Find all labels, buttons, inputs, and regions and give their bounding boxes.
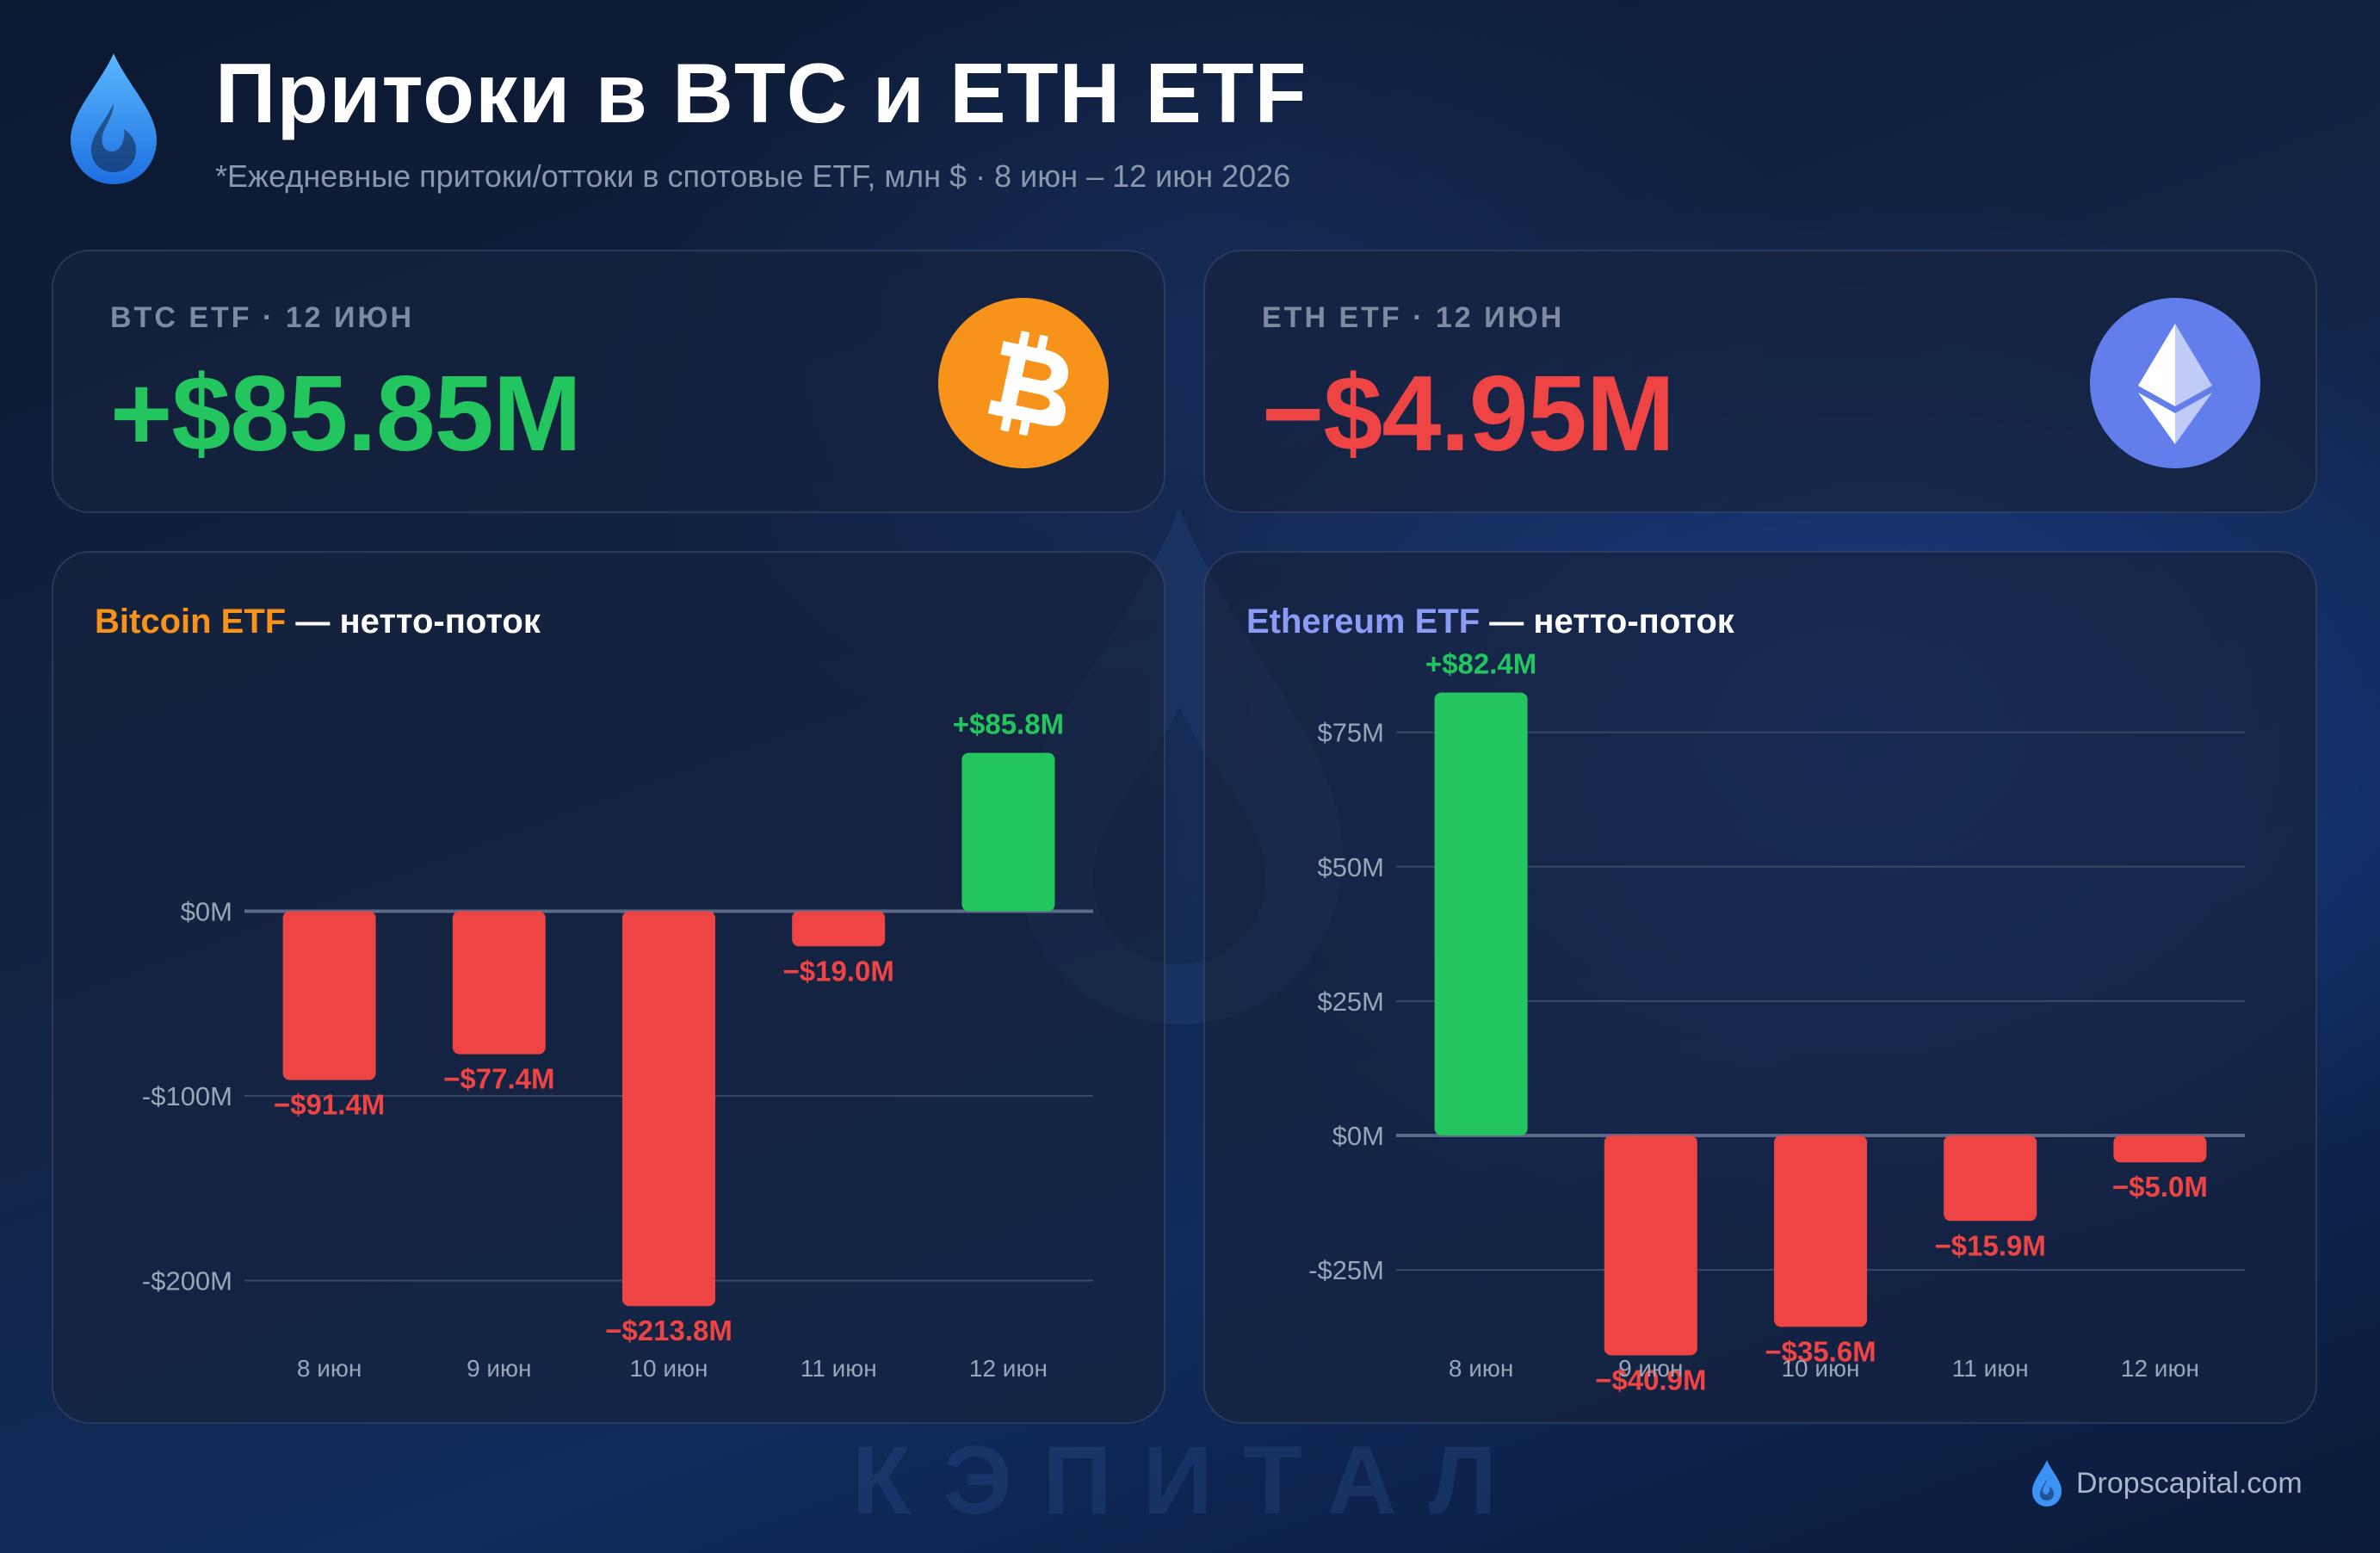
kpi-card-eth: ETH ETF · 12 ИЮН −$4.95M	[1203, 250, 2317, 513]
y-tick-label: $0M	[1332, 1121, 1384, 1151]
x-tick-label: 9 июн	[467, 1355, 531, 1382]
chart-card-btc: Bitcoin ETF — нетто-поток $0M -$100M -$200…	[52, 551, 1165, 1424]
x-tick-label: 8 июн	[1449, 1355, 1513, 1382]
chart-title-rest: — нетто-поток	[1480, 603, 1734, 640]
chart-title-accent: Ethereum ETF	[1246, 603, 1481, 640]
drop-logo-icon	[2032, 1460, 2062, 1507]
kpi-card-btc: BTC ETF · 12 ИЮН +$85.85M	[52, 250, 1165, 513]
y-tick-label: -$25M	[1308, 1255, 1384, 1285]
data-label: +$85.8M	[953, 708, 1064, 739]
x-tick-label: 9 июн	[1618, 1355, 1683, 1382]
x-tick-label: 11 июн	[1952, 1355, 2029, 1382]
chart-title-eth: Ethereum ETF — нетто-поток	[1246, 603, 1734, 641]
chart-card-eth: Ethereum ETF — нетто-поток $75M $50M $25M $…	[1203, 551, 2317, 1424]
bar	[961, 752, 1055, 912]
watermark-text: КЭПИТАЛ	[852, 1426, 1528, 1534]
data-label: −$19.0M	[783, 955, 894, 987]
y-tick-label: $0M	[181, 897, 232, 927]
y-tick-label: $25M	[1317, 987, 1384, 1017]
chart-title-accent: Bitcoin ETF	[95, 603, 287, 640]
data-label: +$82.4M	[1425, 647, 1536, 679]
kpi-label-btc: BTC ETF · 12 ИЮН	[110, 301, 415, 334]
data-label: −$77.4M	[443, 1063, 554, 1095]
bar	[1774, 1135, 1867, 1327]
footer-link[interactable]: Dropscapital.com	[2076, 1466, 2303, 1500]
data-label: −$5.0M	[2112, 1171, 2208, 1203]
chart-title-rest: — нетто-поток	[286, 603, 541, 640]
page-subtitle: *Ежедневные притоки/оттоки в спотовые ET…	[215, 158, 1291, 194]
bar	[622, 911, 715, 1307]
x-tick-label: 8 июн	[297, 1355, 362, 1382]
kpi-label-eth: ETH ETF · 12 ИЮН	[1262, 301, 1565, 334]
bar	[1944, 1135, 2037, 1222]
x-tick-label: 12 июн	[969, 1355, 1048, 1382]
data-label: −$213.8M	[605, 1315, 733, 1346]
x-tick-label: 11 июн	[801, 1355, 877, 1382]
ethereum-icon	[2090, 298, 2260, 468]
bar	[452, 911, 546, 1055]
y-tick-label: -$100M	[142, 1081, 232, 1111]
footer: Dropscapital.com	[2030, 1458, 2303, 1508]
y-tick-label: $50M	[1317, 852, 1384, 882]
bar	[2113, 1135, 2207, 1163]
data-label: −$40.9M	[1595, 1364, 1706, 1395]
y-tick-label: -$200M	[142, 1266, 232, 1296]
data-label: −$91.4M	[274, 1089, 385, 1121]
x-tick-label: 10 июн	[1781, 1355, 1859, 1382]
data-label: −$15.9M	[1935, 1229, 2046, 1261]
y-tick-label: $75M	[1317, 718, 1384, 748]
x-tick-label: 10 июн	[629, 1355, 708, 1382]
btc-bar-chart: $0M -$100M -$200M −$91.4M 8 июн −$77.4M 9 июн −…	[142, 708, 1093, 1382]
x-tick-label: 12 июн	[2121, 1355, 2199, 1382]
data-label: −$35.6M	[1765, 1335, 1876, 1367]
kpi-value-btc: +$85.85M	[110, 355, 582, 473]
page-title: Притоки в BTC и ETH ETF	[215, 46, 1307, 140]
bar	[282, 911, 376, 1080]
eth-bar-chart: $75M $50M $25M $0M -$25M +$82.4M 8 июн −$40.9M9…	[1308, 647, 2245, 1395]
bitcoin-icon	[938, 298, 1109, 468]
kpi-value-eth: −$4.95M	[1262, 355, 1675, 473]
bar	[1604, 1135, 1697, 1356]
bar	[1434, 692, 1528, 1135]
drop-logo-icon	[71, 53, 157, 184]
bar	[792, 911, 886, 947]
chart-title-btc: Bitcoin ETF — нетто-поток	[95, 603, 541, 641]
